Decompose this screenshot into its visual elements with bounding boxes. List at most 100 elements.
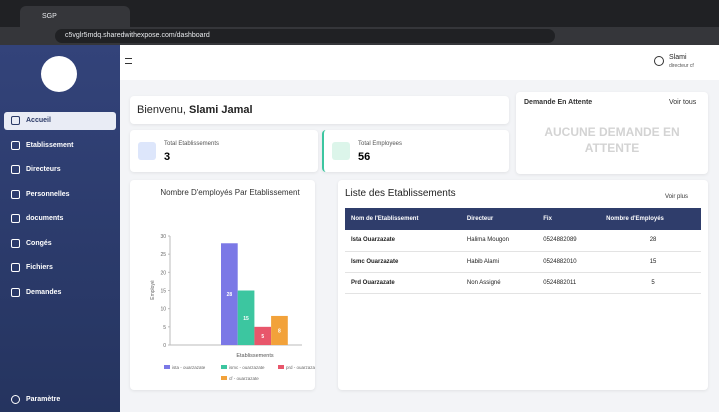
nav-icon (11, 116, 20, 125)
user-name: Slami (669, 54, 687, 61)
bar (254, 326, 272, 345)
table-cell: 0524882010 (537, 251, 601, 273)
y-tick-label: 5 (163, 325, 166, 331)
nav-label: Paramètre (26, 396, 61, 403)
legend-swatch (164, 365, 170, 369)
user-full-name: Slami Jamal (189, 104, 253, 116)
logo (41, 56, 77, 92)
legend-label: ista - ouarzazate (172, 365, 206, 370)
y-tick-label: 25 (160, 252, 166, 258)
nav-item[interactable]: documents (4, 210, 116, 228)
table-title: Liste des Etablissements (345, 188, 456, 199)
stat-value: 3 (164, 151, 171, 163)
table-cell: Halima Mougon (460, 230, 538, 252)
browser-tab[interactable]: SGP (20, 6, 130, 27)
legend-swatch (278, 365, 284, 369)
th: Directeur (460, 208, 538, 230)
table-row: Ista Ouarzazate Halima Mougon 0524882089 28 (345, 230, 701, 252)
nav-label: Etablissement (26, 141, 74, 149)
y-tick-label: 0 (163, 343, 166, 349)
legend-label: prd - ouarzazate (286, 365, 315, 370)
table-cell: 28 (600, 230, 701, 252)
table-cell: Ismc Ouarzazate (345, 251, 461, 273)
stat-value: 56 (358, 151, 371, 163)
stat-icon (332, 142, 350, 160)
table-row: Ismc Ouarzazate Habib Alami 0524882010 15 (345, 251, 701, 273)
nav-item[interactable]: Fichiers (4, 259, 116, 277)
nav-item[interactable]: Personnelles (4, 186, 116, 204)
x-axis-label: Etablissements (236, 353, 274, 359)
bar (221, 243, 238, 345)
y-tick-label: 30 (160, 234, 166, 240)
user-role: directeur cf (669, 63, 694, 69)
th: Nom de l'Etablissement (345, 208, 461, 230)
table-cell: 0524882089 (537, 230, 601, 252)
url-field[interactable]: c5vglr5mdq.sharedwithexpose.com/dashboar… (55, 29, 555, 43)
nav-item[interactable]: Directeurs (4, 161, 116, 179)
nav-icon (11, 140, 20, 150)
nav-item[interactable]: Accueil (4, 112, 116, 130)
nav-label: Accueil (26, 117, 51, 124)
welcome-text: Bienvenu, Slami Jamal (137, 104, 253, 116)
legend-label: ismc - ouarzazate (229, 365, 265, 370)
bar-value-label: 8 (278, 328, 281, 334)
stat-icon (138, 142, 156, 160)
stat-card: Total Etablissements 3 (130, 130, 318, 172)
bar-value-label: 15 (243, 316, 249, 322)
nav-icon (11, 189, 20, 199)
table-cell: Prd Ouarzazate (345, 272, 461, 294)
pending-empty: AUCUNE DEMANDE EN ATTENTE (544, 125, 680, 155)
nav-label: Personnelles (26, 190, 70, 198)
table-cell: 0524882011 (537, 272, 601, 294)
legend-swatch (221, 376, 227, 380)
nav-item[interactable]: Congés (4, 235, 116, 253)
element (11, 395, 20, 404)
legend-swatch (221, 365, 227, 369)
table-header-row: Nom de l'Etablissement Directeur Fix Nombre… (345, 208, 701, 230)
y-tick-label: 20 (160, 270, 166, 276)
app-header: Slami directeur cf (120, 45, 719, 80)
nav-label: Demandes (26, 288, 62, 296)
stat-label: Total Employees (358, 141, 403, 147)
table-cell: Ista Ouarzazate (345, 230, 461, 252)
y-tick-label: 10 (160, 307, 166, 313)
table-row: Prd Ouarzazate Non Assigné 0524882011 5 (345, 272, 701, 294)
table: Nom de l'Etablissement Directeur Fix Nombre… (345, 208, 701, 294)
nav-label: documents (26, 215, 64, 222)
bar-value-label: 28 (227, 292, 233, 298)
nav-icon (11, 214, 20, 223)
pending-title: Demande En Attente (524, 99, 593, 106)
table-cell: 15 (600, 251, 701, 273)
chart-card: Nombre D'employés Par Etablissement 0 5 10 1… (130, 180, 319, 390)
table-link[interactable]: Voir plus (665, 194, 689, 200)
table-card: Liste des Etablissements Voir plus Nom d… (338, 180, 708, 390)
table-cell: Non Assigné (460, 272, 538, 294)
pending-link[interactable]: Voir tous (669, 99, 697, 106)
stat-label: Total Etablissements (164, 141, 220, 147)
user-icon[interactable] (654, 56, 664, 66)
nav-label: Directeurs (26, 166, 61, 173)
th: Fix (537, 208, 601, 230)
element: Ista Ouarzazate Halima Mougon 0524882089 28… (345, 230, 701, 294)
y-axis-label: Employé (150, 280, 156, 300)
nav-icon (11, 165, 20, 174)
nav-label: Fichiers (26, 264, 53, 271)
stat-card: Total Employees 56 (322, 130, 509, 172)
table-cell: 5 (600, 272, 701, 294)
sidebar: Accueil Etablissement Directeurs Personnell… (0, 45, 120, 412)
th: Nombre d'Employés (600, 208, 701, 230)
chart-title: Nombre D'employés Par Etablissement (160, 188, 300, 197)
legend-label: cf - ouarzazate (229, 376, 259, 381)
element: Nom de l'Etablissement Directeur Fix Nombre… (345, 208, 701, 230)
menu-icon[interactable] (125, 58, 132, 64)
bar (237, 290, 255, 345)
chart: Nombre D'employés Par Etablissement 0 5 10 1… (150, 188, 319, 381)
nav-item[interactable]: Demandes (4, 284, 116, 302)
nav-settings[interactable]: Paramètre (4, 391, 116, 409)
bar (271, 315, 288, 345)
y-tick-label: 15 (160, 289, 166, 295)
pending-card: Demande En Attente Voir tous AUCUNE DEMA… (516, 92, 708, 174)
nav-item[interactable]: Etablissement (4, 137, 116, 155)
table-cell: Habib Alami (460, 251, 538, 273)
